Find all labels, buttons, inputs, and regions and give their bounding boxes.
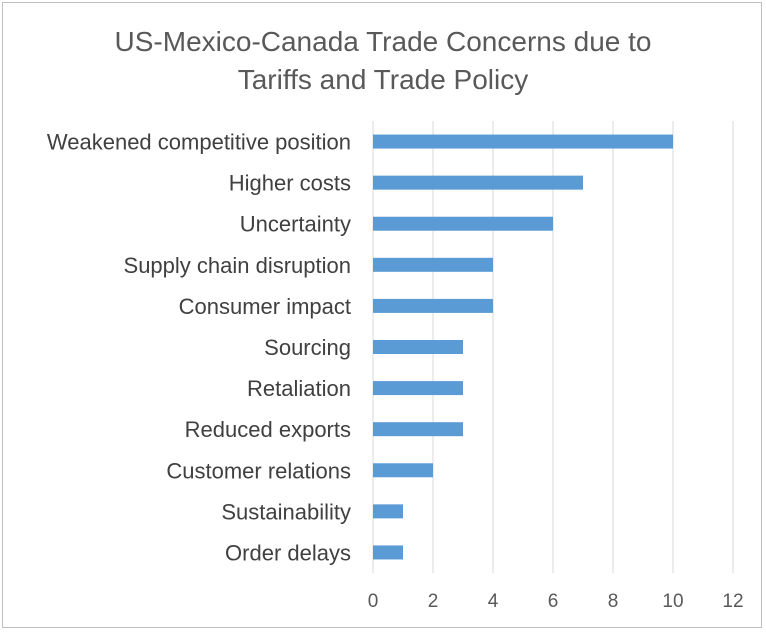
bar-3 [373,257,493,272]
x-tick-label-6: 6 [548,591,559,612]
bar-2 [373,216,553,231]
x-tick-label-8: 8 [608,591,619,612]
x-tick-label-2: 2 [428,591,439,612]
bar-7 [373,422,463,437]
bars [373,134,673,560]
bar-8 [373,463,433,478]
x-tick-label-4: 4 [488,591,499,612]
category-label-4: Consumer impact [179,294,351,319]
bar-4 [373,298,493,313]
x-tick-label-10: 10 [662,591,683,612]
category-label-1: Higher costs [229,171,351,196]
category-label-10: Order delays [225,540,351,565]
bar-10 [373,545,403,560]
category-label-8: Customer relations [166,458,351,483]
bar-chart-plot: Weakened competitive position Higher cost… [47,121,744,612]
grid-lines [372,121,734,573]
category-label-9: Sustainability [221,499,351,524]
category-label-6: Retaliation [247,376,351,401]
category-label-2: Uncertainty [240,212,351,237]
bar-5 [373,340,463,354]
category-label-7: Reduced exports [185,417,351,442]
chart-title-line-1: US-Mexico-Canada Trade Concerns due to [114,26,652,57]
bar-6 [373,381,463,396]
x-tick-label-12: 12 [722,591,743,612]
bar-1 [373,175,583,190]
chart-title: US-Mexico-Canada Trade Concerns due to T… [3,23,763,99]
chart-title-line-2: Tariffs and Trade Policy [237,64,529,95]
category-label-5: Sourcing [264,335,351,360]
x-tick-labels: 0 2 4 6 8 10 12 [368,591,744,612]
bar-0 [373,134,673,149]
category-label-3: Supply chain disruption [124,253,351,278]
category-label-0: Weakened competitive position [47,130,351,155]
bar-9 [373,504,403,519]
category-labels: Weakened competitive position Higher cost… [47,130,351,566]
x-tick-label-0: 0 [368,591,379,612]
